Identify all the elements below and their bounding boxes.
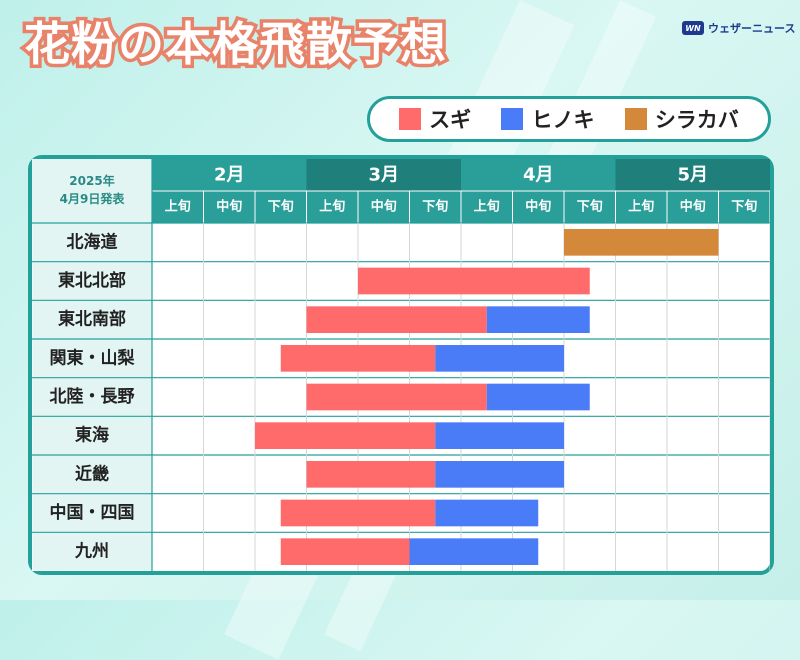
bar-ヒノキ-東北南部 (486, 306, 590, 333)
date-cell (32, 159, 152, 223)
legend-swatch-sugi (399, 108, 422, 130)
period-header (563, 190, 616, 224)
period-header (460, 190, 513, 224)
region-label: 中国・四国 (50, 502, 135, 523)
month-header-4 (615, 159, 770, 191)
period-label: 中旬 (680, 199, 706, 215)
bar-スギ-東北北部 (358, 267, 590, 295)
month-header-2 (306, 159, 461, 191)
period-label: 中旬 (371, 199, 397, 215)
month-label: 5月 (677, 165, 708, 186)
bar-スギ-東北南部 (306, 306, 487, 333)
legend: スギ ヒノキ シラカバ (367, 96, 771, 142)
legend-swatch-hinoki (501, 108, 524, 130)
bar-スギ-北陸・長野 (306, 383, 487, 411)
period-label: 上旬 (165, 199, 191, 215)
bar-ヒノキ-九州 (409, 538, 539, 565)
date-year: 2025年 (69, 173, 114, 188)
bar-ヒノキ-北陸・長野 (486, 383, 590, 411)
region-label: 関東・山梨 (50, 347, 136, 368)
logo-mark-icon: WN (682, 21, 704, 35)
bar-ヒノキ-近畿 (435, 461, 564, 488)
region-cell (32, 454, 153, 495)
region-label: 東海 (75, 425, 109, 446)
period-label: 下旬 (268, 199, 294, 215)
region-label: 北陸・長野 (50, 386, 135, 407)
legend-label-sugi: スギ (429, 108, 472, 132)
month-header-1 (152, 159, 307, 191)
bar-スギ-中国・四国 (280, 499, 436, 527)
period-header (718, 190, 770, 224)
period-label: 上旬 (628, 199, 654, 215)
bar-ヒノキ-中国・四国 (435, 499, 539, 527)
month-label: 2月 (214, 165, 245, 186)
region-label: 東北南部 (58, 309, 126, 330)
period-label: 下旬 (422, 199, 448, 215)
legend-item-shirakaba: シラカバ (624, 104, 739, 134)
bar-シラカバ-北海道 (564, 229, 719, 256)
bar-ヒノキ-関東・山梨 (435, 345, 564, 372)
bar-スギ-九州 (280, 538, 410, 565)
legend-label-hinoki: ヒノキ (531, 108, 595, 132)
logo-text: ウェザーニュース (708, 22, 796, 35)
period-header (615, 190, 668, 224)
period-label: 上旬 (474, 199, 500, 215)
legend-item-hinoki: ヒノキ (501, 104, 594, 134)
region-cell (32, 338, 153, 379)
region-label: 東北北部 (58, 270, 126, 291)
period-header (151, 190, 204, 224)
bar-ヒノキ-東海 (435, 422, 564, 449)
legend-swatch-shirakaba (624, 108, 647, 130)
chart-panel: 2025年 4月9日発表 2月 3月 4月 5月 上旬 中旬 下旬 上旬 中旬 下旬 上旬 中旬 下旬 上旬中… (28, 155, 774, 575)
region-cell (32, 222, 153, 263)
weathernews-logo: WN ウェザーニュース (682, 20, 795, 36)
period-label: 下旬 (731, 199, 757, 215)
region-label: 北海道 (67, 231, 118, 252)
bar-スギ-東海 (255, 422, 436, 449)
region-cell (32, 531, 153, 571)
period-label: 中旬 (525, 199, 551, 215)
month-label: 4月 (523, 165, 554, 186)
month-header-3 (461, 159, 616, 191)
period-label: 上旬 (319, 199, 345, 215)
legend-item-sugi: スギ (399, 104, 471, 134)
page-title: 花粉の本格飛散予想 (21, 14, 450, 75)
bar-スギ-近畿 (306, 461, 436, 488)
legend-label-shirakaba: シラカバ (654, 108, 739, 132)
date-announce: 4月9日発表 (60, 191, 126, 206)
period-header (306, 190, 359, 224)
period-label: 中旬 (216, 199, 242, 215)
region-label: 九州 (74, 542, 109, 562)
pollen-gantt-chart: 2025年4月9日発表2月 3月 4月 5月上旬 中旬 下旬 上旬 中旬 下旬 上旬 中旬 下旬 上旬中… (32, 159, 770, 571)
period-label: 下旬 (577, 199, 603, 215)
region-label: 近畿 (75, 463, 109, 484)
period-header (203, 190, 256, 224)
bar-スギ-関東・山梨 (280, 345, 436, 372)
month-label: 3月 (368, 165, 399, 186)
